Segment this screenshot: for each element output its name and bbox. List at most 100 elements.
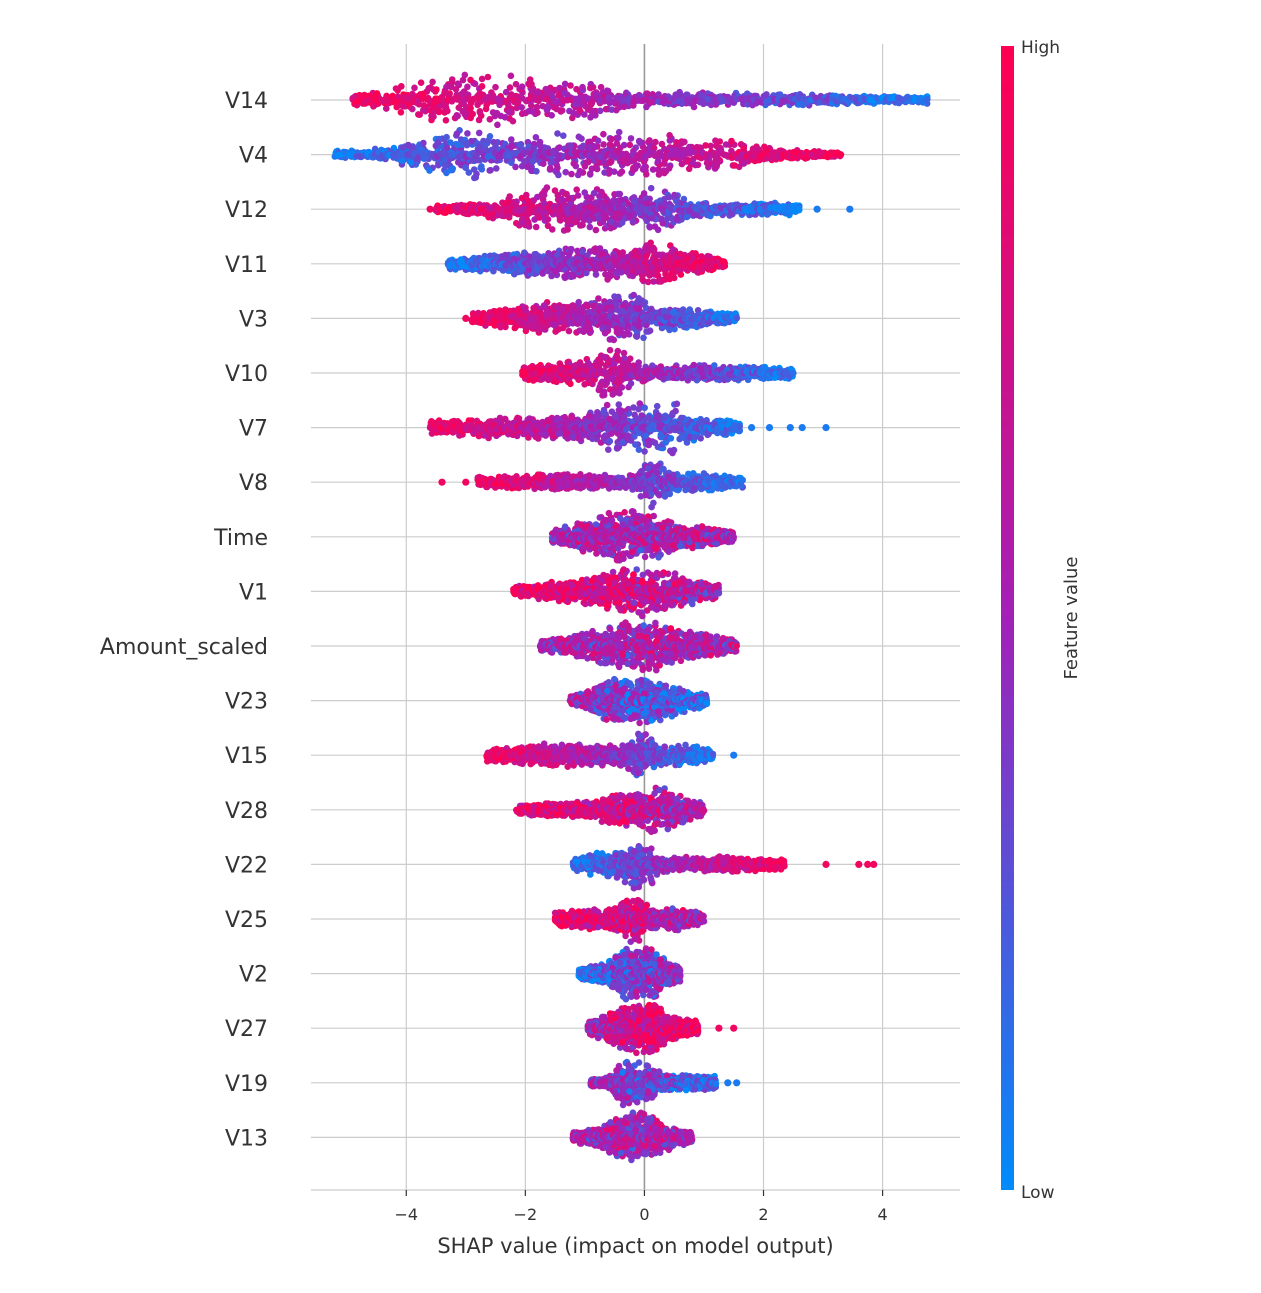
shap-point — [548, 112, 555, 119]
shap-point — [624, 160, 631, 167]
shap-point — [591, 143, 598, 150]
shap-point — [455, 80, 462, 87]
shap-point — [479, 76, 486, 83]
shap-point — [702, 142, 709, 149]
shap-point — [443, 84, 450, 91]
shap-point — [554, 165, 561, 172]
shap-point — [581, 111, 588, 118]
shap-point — [433, 86, 440, 93]
shap-point — [691, 104, 698, 111]
shap-point — [479, 166, 486, 173]
shap-point — [435, 139, 442, 146]
shap-point — [421, 102, 428, 109]
shap-point — [561, 90, 568, 97]
shap-point — [534, 109, 541, 116]
shap-point — [666, 132, 673, 139]
shap-point — [441, 104, 448, 111]
shap-point — [587, 170, 594, 177]
shap-point — [589, 109, 596, 116]
shap-point — [661, 170, 668, 177]
shap-point — [408, 159, 415, 166]
shap-point — [463, 140, 470, 147]
shap-point — [383, 105, 390, 112]
shap-point — [476, 130, 483, 137]
shap-point — [723, 141, 730, 148]
shap-point — [510, 118, 517, 125]
shap-point — [547, 165, 554, 172]
shap-point — [613, 107, 620, 114]
shap-point — [416, 111, 423, 118]
shap-point — [462, 164, 469, 171]
shap-point — [608, 136, 615, 143]
shap-point — [486, 167, 493, 174]
shap-point — [679, 161, 686, 168]
shap-point — [838, 151, 845, 158]
shap-point — [659, 141, 666, 148]
shap-point — [579, 145, 586, 152]
shap-point — [436, 108, 443, 115]
shap-point — [527, 82, 534, 89]
shap-point — [430, 113, 437, 120]
shap-point — [492, 84, 499, 91]
shap-point — [508, 159, 515, 166]
shap-point — [459, 91, 466, 98]
feature-swarm-v14 — [349, 72, 930, 129]
shap-point — [562, 169, 569, 176]
shap-point — [628, 135, 635, 142]
shap-point — [471, 175, 478, 182]
shap-point — [454, 130, 461, 137]
shap-point — [411, 85, 418, 92]
shap-point — [509, 143, 516, 150]
shap-point — [618, 156, 625, 163]
shap-point — [442, 162, 449, 169]
shap-point — [467, 105, 474, 112]
shap-point — [573, 186, 580, 193]
shap-point — [666, 165, 673, 172]
shap-point — [516, 142, 523, 149]
shap-point — [600, 131, 607, 138]
shap-point — [576, 134, 583, 141]
shap-point — [405, 142, 412, 149]
shap-point — [541, 192, 548, 199]
shap-point — [597, 108, 604, 115]
shap-point — [615, 135, 622, 142]
shap-point — [487, 133, 494, 140]
shap-point — [493, 165, 500, 172]
shap-point — [713, 163, 720, 170]
shap-point — [527, 76, 534, 83]
shap-point — [507, 84, 514, 91]
shap-point — [441, 90, 448, 97]
shap-point — [530, 158, 537, 165]
shap-point — [443, 134, 450, 141]
shap-point — [595, 137, 602, 144]
shap-point — [577, 168, 584, 175]
shap-point — [668, 215, 675, 222]
shap-summary-chart: V14V4V12V11V3V10V7V8TimeV1Amount_scaledV… — [0, 0, 1261, 1293]
shap-point — [537, 139, 544, 146]
feature-swarm-v12 — [427, 184, 854, 234]
shap-point — [593, 227, 600, 234]
shap-point — [637, 140, 644, 147]
shap-point — [467, 77, 474, 84]
shap-point — [429, 79, 436, 86]
shap-point — [607, 159, 614, 166]
shap-point — [508, 73, 515, 80]
shap-point — [560, 132, 567, 139]
shap-point — [600, 141, 607, 148]
shap-point — [686, 166, 693, 173]
shap-point — [454, 141, 461, 148]
shap-point — [485, 74, 492, 81]
shap-point — [644, 90, 651, 97]
shap-point — [494, 122, 501, 129]
shap-point — [621, 104, 628, 111]
shap-point — [459, 108, 466, 115]
shap-point — [570, 110, 577, 117]
shap-point — [449, 165, 456, 172]
shap-point — [426, 167, 433, 174]
shap-point — [568, 171, 575, 178]
shap-point — [731, 162, 738, 169]
shap-point — [728, 138, 735, 145]
shap-point — [483, 106, 490, 113]
shap-point — [519, 83, 526, 90]
shap-point — [506, 109, 513, 116]
